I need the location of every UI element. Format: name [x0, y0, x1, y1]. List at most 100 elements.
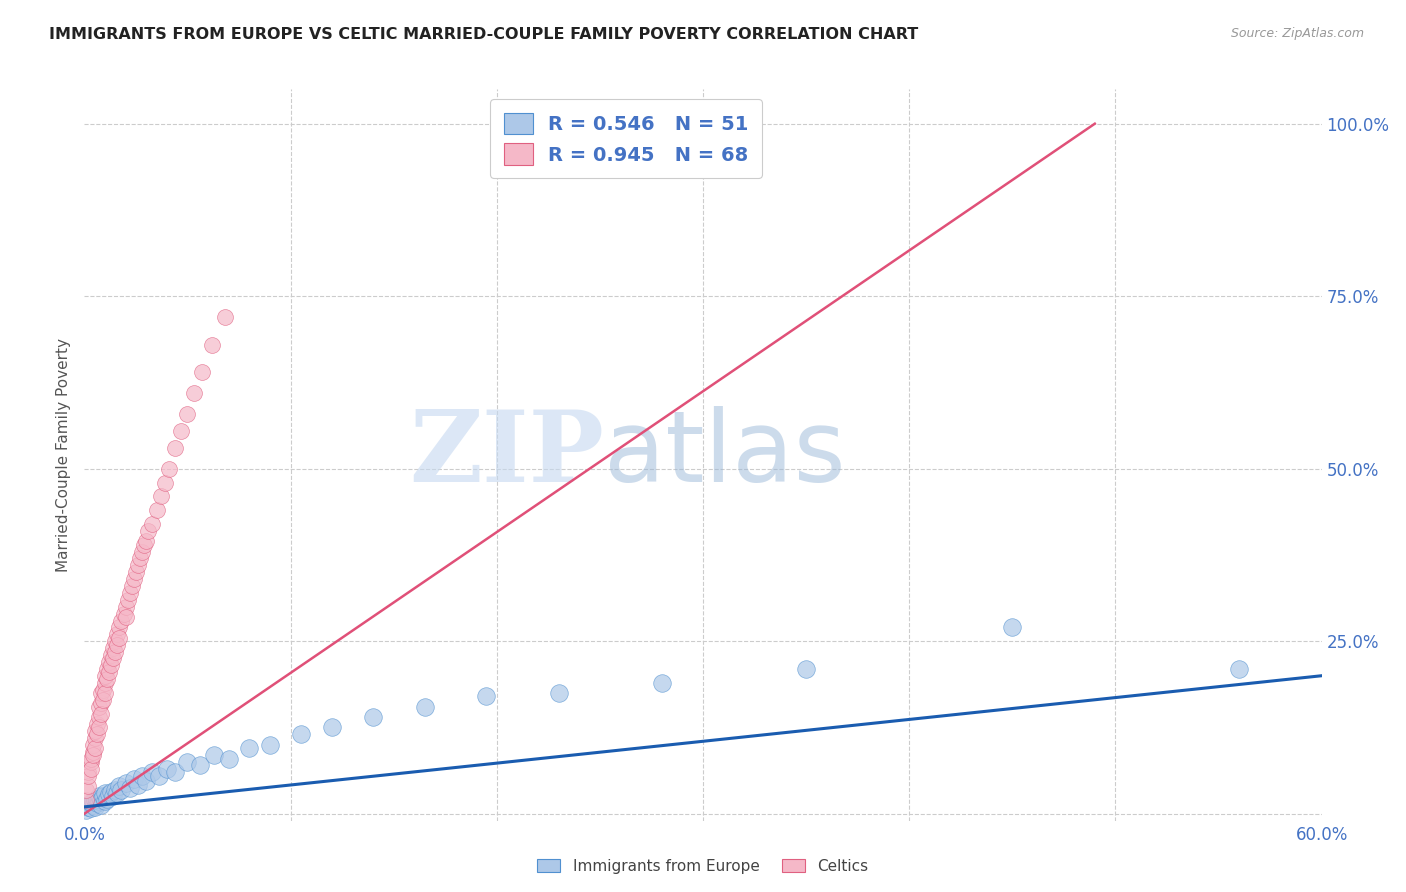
Legend: Immigrants from Europe, Celtics: Immigrants from Europe, Celtics — [531, 853, 875, 880]
Point — [100, 658, 122, 673]
Point — [105, 638, 128, 652]
Point — [361, 710, 384, 724]
Point — [77, 769, 100, 783]
Point — [82, 745, 104, 759]
Point — [290, 727, 312, 741]
Point — [794, 662, 817, 676]
Point — [105, 627, 128, 641]
Point — [259, 738, 281, 752]
Point — [202, 748, 225, 763]
Point — [218, 751, 240, 765]
Text: ZIP: ZIP — [409, 407, 605, 503]
Point — [145, 503, 167, 517]
Text: atlas: atlas — [605, 407, 845, 503]
Point — [79, 762, 101, 776]
Point — [110, 782, 132, 797]
Point — [91, 693, 114, 707]
Point — [122, 572, 145, 586]
Point — [82, 798, 104, 813]
Point — [90, 686, 112, 700]
Point — [103, 789, 125, 804]
Point — [75, 803, 97, 817]
Point — [114, 775, 136, 789]
Point — [104, 782, 127, 797]
Point — [86, 797, 108, 811]
Text: Source: ZipAtlas.com: Source: ZipAtlas.com — [1230, 27, 1364, 40]
Point — [165, 765, 187, 780]
Point — [131, 769, 153, 783]
Point — [1227, 662, 1250, 676]
Point — [83, 741, 105, 756]
Point — [475, 690, 498, 704]
Point — [98, 665, 121, 680]
Point — [188, 758, 211, 772]
Point — [165, 441, 187, 455]
Point — [87, 710, 110, 724]
Point — [96, 672, 118, 686]
Point — [191, 365, 214, 379]
Point — [153, 475, 176, 490]
Point — [129, 551, 152, 566]
Point — [108, 779, 131, 793]
Point — [79, 751, 101, 765]
Point — [118, 586, 141, 600]
Y-axis label: Married-Couple Family Poverty: Married-Couple Family Poverty — [56, 338, 72, 572]
Point — [141, 765, 163, 780]
Point — [94, 794, 117, 808]
Point — [112, 607, 135, 621]
Legend: R = 0.546   N = 51, R = 0.945   N = 68: R = 0.546 N = 51, R = 0.945 N = 68 — [491, 99, 762, 178]
Point — [87, 699, 110, 714]
Point — [87, 721, 110, 735]
Point — [82, 748, 104, 763]
Point — [79, 797, 101, 811]
Point — [86, 727, 108, 741]
Point — [98, 788, 121, 802]
Point — [87, 789, 110, 804]
Point — [547, 686, 569, 700]
Point — [98, 655, 121, 669]
Point — [103, 641, 125, 656]
Point — [110, 614, 132, 628]
Point — [176, 755, 198, 769]
Point — [125, 566, 148, 580]
Point — [104, 644, 127, 658]
Point — [96, 791, 118, 805]
Point — [82, 794, 104, 808]
Point — [238, 741, 260, 756]
Point — [90, 798, 112, 813]
Point — [77, 800, 100, 814]
Point — [1001, 620, 1024, 634]
Point — [157, 461, 180, 475]
Point — [114, 610, 136, 624]
Point — [170, 424, 193, 438]
Point — [114, 599, 136, 614]
Point — [122, 772, 145, 787]
Point — [82, 738, 104, 752]
Point — [86, 791, 108, 805]
Point — [91, 682, 114, 697]
Point — [117, 592, 139, 607]
Point — [149, 489, 172, 503]
Point — [131, 544, 153, 558]
Point — [94, 786, 117, 800]
Point — [127, 778, 149, 792]
Point — [201, 337, 224, 351]
Point — [214, 310, 236, 324]
Text: IMMIGRANTS FROM EUROPE VS CELTIC MARRIED-COUPLE FAMILY POVERTY CORRELATION CHART: IMMIGRANTS FROM EUROPE VS CELTIC MARRIED… — [49, 27, 918, 42]
Point — [105, 786, 128, 800]
Point — [134, 538, 156, 552]
Point — [87, 794, 110, 808]
Point — [321, 721, 343, 735]
Point — [108, 620, 131, 634]
Point — [127, 558, 149, 573]
Point — [90, 696, 112, 710]
Point — [83, 793, 105, 807]
Point — [176, 407, 198, 421]
Point — [94, 675, 117, 690]
Point — [118, 780, 141, 795]
Point — [86, 717, 108, 731]
Point — [79, 755, 101, 769]
Point — [135, 773, 157, 788]
Point — [141, 516, 163, 531]
Point — [413, 699, 436, 714]
